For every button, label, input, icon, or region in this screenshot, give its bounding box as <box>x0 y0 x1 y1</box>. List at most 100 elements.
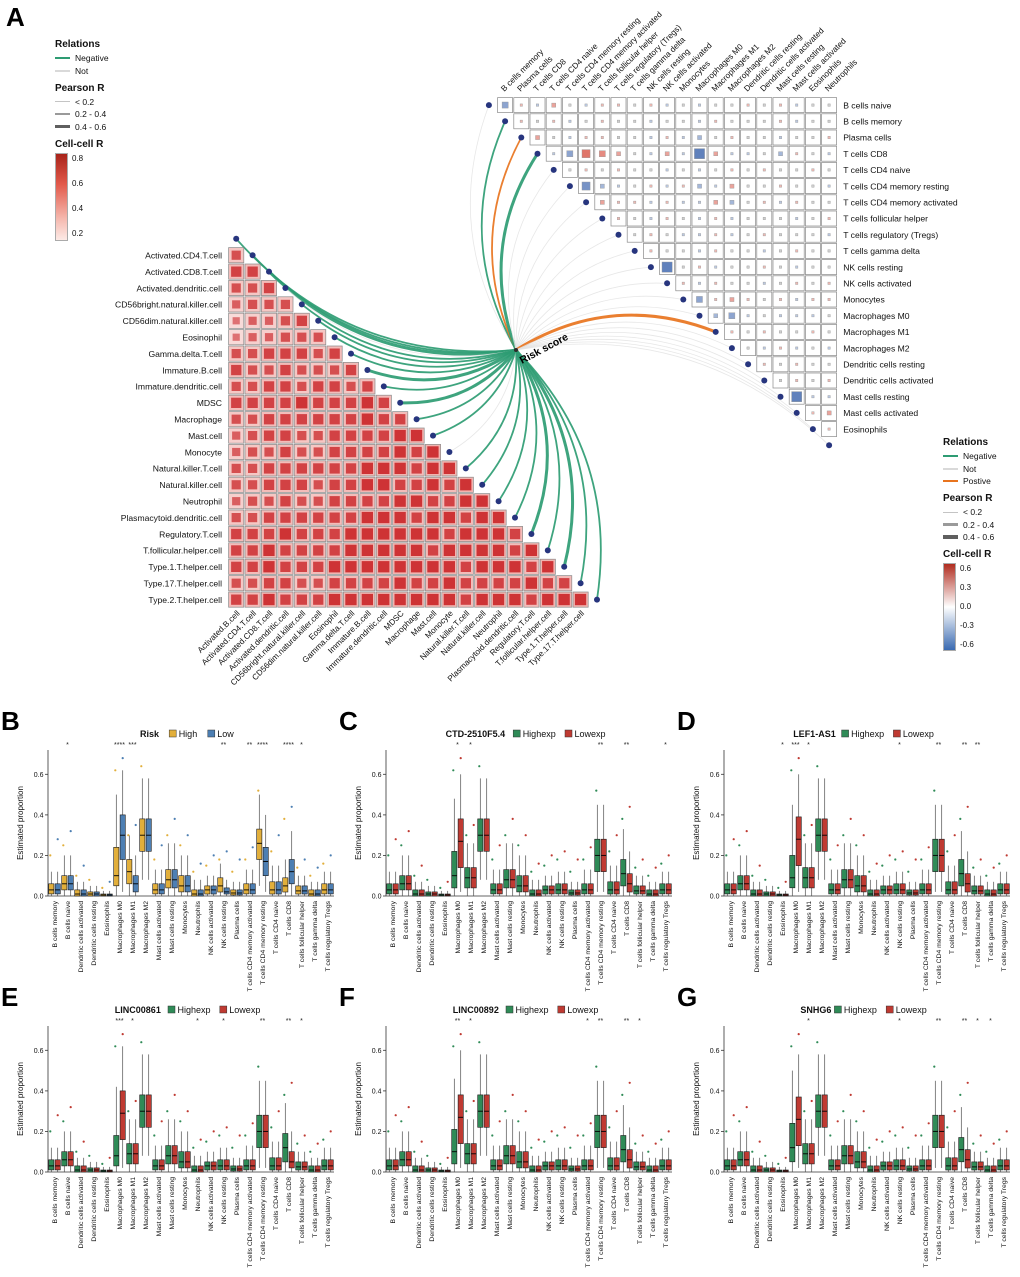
relations-legend-title: Relations <box>943 437 989 448</box>
box <box>191 1165 198 1173</box>
cibersort-cell-square <box>827 152 831 156</box>
box <box>67 1151 74 1167</box>
cibersort-cell-square <box>827 298 831 301</box>
cibersort-cell-square <box>649 103 653 107</box>
ssgsea-cell-square <box>280 299 290 309</box>
cibersort-cell <box>691 275 708 292</box>
outlier-dot <box>127 834 130 837</box>
cibersort-cell <box>740 291 756 308</box>
y-tick-label: 0.6 <box>34 772 44 779</box>
box <box>269 1157 276 1171</box>
cibersort-cell-square <box>649 184 653 188</box>
outlier-dot <box>524 1110 527 1113</box>
cibersort-cell <box>788 356 805 373</box>
cibersort-cell <box>788 145 805 162</box>
ssgsea-cell-square <box>443 462 455 474</box>
ssgsea-cell-square <box>296 463 307 474</box>
ssgsea-cell-square <box>361 462 373 474</box>
outlier-dot <box>979 1134 982 1137</box>
ssgsea-cell-square <box>232 333 240 341</box>
outlier-dot <box>88 878 91 881</box>
pearson-legend-title: Pearson R <box>55 82 105 94</box>
ssgsea-cell-square <box>378 479 390 491</box>
significance-marker: * <box>131 1018 134 1025</box>
cibersort-cell-square <box>746 233 750 237</box>
relation-item: Postive <box>943 476 1020 486</box>
cibersort-cell <box>643 226 659 243</box>
cellcell-colorbar <box>55 152 68 241</box>
outlier-dot <box>530 1146 533 1149</box>
cibersort-cell-square <box>795 217 799 220</box>
significance-marker: * <box>196 1018 199 1025</box>
outlier-dot <box>472 1099 475 1103</box>
box <box>899 883 906 895</box>
cibersort-cell-square <box>827 217 831 220</box>
risk-hub-dot <box>514 348 518 352</box>
risk-link-neg <box>334 336 517 368</box>
box <box>789 855 796 889</box>
ssgsea-cell-square <box>492 528 505 540</box>
ssgsea-cell-square <box>329 348 340 359</box>
cibersort-cell-square <box>714 119 718 123</box>
y-tick-label: 0.6 <box>372 772 382 779</box>
cibersort-row-label: T cells regulatory (Tregs) <box>843 230 938 240</box>
ssgsea-cell-square <box>231 463 241 473</box>
x-tick-label: T cells follicular helper <box>975 900 982 968</box>
x-tick-label: T cells CD4 memory resting <box>936 901 943 985</box>
outlier-dot <box>797 1033 800 1036</box>
relation-label: Not <box>75 65 89 76</box>
ssgsea-cell-square <box>345 446 357 458</box>
outlier-dot <box>881 1140 884 1143</box>
cibersort-cell-square <box>649 136 653 139</box>
ssgsea-cell-square <box>263 578 275 589</box>
outlier-dot <box>641 1134 644 1137</box>
outlier-dot <box>556 1134 559 1137</box>
ssgsea-cell-square <box>427 511 439 524</box>
outlier-dot <box>439 886 442 889</box>
ssgsea-cell-square <box>280 316 290 326</box>
outlier-dot <box>647 874 650 877</box>
relation-item: Not <box>55 66 147 76</box>
outlier-dot <box>101 886 104 889</box>
significance-marker: ** <box>221 742 227 749</box>
cibersort-cell-square <box>729 183 735 189</box>
ssgsea-cell-square <box>231 594 242 605</box>
cibersort-cell <box>675 145 692 162</box>
cellcell-colorbar-wrap: 0.6 0.3 0.0 -0.3 -0.6 <box>943 563 1020 651</box>
not-line-swatch <box>943 467 958 470</box>
outlier-dot <box>816 765 819 768</box>
x-tick-label: Dendritic cells activated <box>416 901 423 973</box>
box <box>613 1157 620 1171</box>
outlier-dot <box>901 1126 904 1129</box>
x-tick-label: Monocytes <box>858 1176 865 1209</box>
cibersort-cell-square <box>779 298 782 301</box>
cellcell-legend-title: Cell-cell R <box>55 138 104 150</box>
box <box>158 1159 165 1171</box>
cibersort-cell-square <box>827 362 831 366</box>
cibersort-cell-square <box>617 119 620 123</box>
cibersort-cell-square <box>665 200 669 204</box>
ssgsea-cell-square <box>394 511 406 524</box>
significance-marker: * <box>300 742 303 749</box>
cell-node-dot <box>577 580 584 587</box>
ssgsea-cell-square <box>297 381 307 391</box>
ssgsea-cell-square <box>313 496 323 506</box>
cibersort-cell-square <box>698 200 701 204</box>
box <box>737 875 744 891</box>
cibersort-cell-square <box>714 265 718 269</box>
cibersort-cell-square <box>762 265 766 269</box>
x-tick-label: Dendritic cells resting <box>429 1177 436 1242</box>
outlier-dot <box>49 1130 52 1133</box>
cibersort-cell-square <box>584 119 588 123</box>
x-tick-label: Macrophages M2 <box>481 901 488 954</box>
y-tick-label: 0.2 <box>34 853 44 860</box>
outlier-dot <box>322 1138 325 1141</box>
outlier-dot <box>459 757 462 760</box>
cell-node-dot <box>528 531 535 537</box>
box <box>724 1159 731 1171</box>
ssgsea-row-label: CD56bright.natural.killer.cell <box>115 300 222 310</box>
box <box>457 1094 464 1144</box>
outlier-dot <box>576 858 579 861</box>
cibersort-cell-square <box>811 395 815 399</box>
x-tick-label: Monocytes <box>520 900 527 933</box>
